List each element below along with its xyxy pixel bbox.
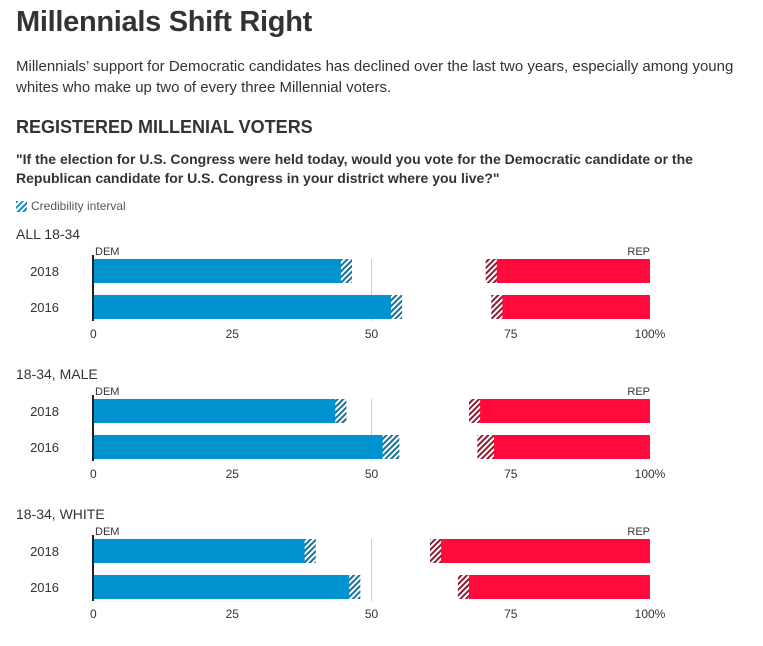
year-label: 2016 (30, 440, 59, 455)
tick-label: 25 (226, 467, 240, 481)
tick-label: 100% (635, 327, 666, 341)
rep-label: REP (627, 386, 650, 398)
dem-bar (93, 399, 341, 423)
group-label: ALL 18-34 (16, 226, 80, 242)
rep-credibility-interval (491, 295, 503, 319)
tick-label: 0 (90, 467, 97, 481)
year-label: 2016 (30, 300, 59, 315)
tick-label: 50 (365, 607, 379, 621)
dem-credibility-interval (340, 259, 353, 283)
dem-credibility-interval (382, 435, 400, 459)
dem-bar (93, 575, 355, 599)
legend: Credibility interval (16, 199, 126, 213)
group-label: 18-34, WHITE (16, 506, 105, 522)
rep-bar (463, 575, 650, 599)
tick-label: 50 (365, 327, 379, 341)
legend-label: Credibility interval (31, 199, 126, 213)
tick-label: 0 (90, 607, 97, 621)
rep-bar (474, 399, 650, 423)
tick-label: 75 (504, 607, 518, 621)
tick-label: 25 (226, 327, 240, 341)
year-label: 2018 (30, 544, 59, 559)
tick-label: 25 (226, 607, 240, 621)
tick-label: 50 (365, 467, 379, 481)
rep-credibility-interval (485, 259, 497, 283)
rep-credibility-interval (468, 399, 481, 423)
tick-label: 0 (90, 327, 97, 341)
survey-question: "If the election for U.S. Congress were … (16, 151, 693, 186)
group-label: 18-34, MALE (16, 366, 98, 382)
rep-bar (496, 295, 650, 319)
chart-title: Millennials Shift Right (16, 6, 312, 38)
dem-credibility-interval (349, 575, 361, 599)
rep-label: REP (627, 526, 650, 538)
dem-credibility-interval (390, 295, 403, 319)
rep-credibility-interval (429, 539, 442, 563)
section-heading: REGISTERED MILLENIAL VOTERS (16, 117, 313, 137)
dem-bar (93, 539, 311, 563)
year-label: 2018 (30, 264, 59, 279)
tick-label: 75 (504, 327, 518, 341)
dem-label: DEM (95, 246, 119, 258)
chart-subtitle: Millennials’ support for Democratic cand… (16, 58, 734, 96)
dem-label: DEM (95, 386, 119, 398)
rep-credibility-interval (477, 435, 495, 459)
year-label: 2016 (30, 580, 59, 595)
tick-label: 75 (504, 467, 518, 481)
dem-credibility-interval (335, 399, 347, 423)
tick-label: 100% (635, 467, 666, 481)
rep-credibility-interval (457, 575, 469, 599)
year-label: 2018 (30, 404, 59, 419)
credibility-interval-swatch (16, 200, 27, 212)
tick-label: 100% (635, 607, 666, 621)
dem-label: DEM (95, 526, 119, 538)
rep-label: REP (627, 246, 650, 258)
rep-bar (435, 539, 650, 563)
dem-bar (93, 435, 391, 459)
rep-bar (485, 435, 650, 459)
dem-bar (93, 295, 397, 319)
rep-bar (491, 259, 650, 283)
dem-credibility-interval (304, 539, 316, 563)
dem-bar (93, 259, 347, 283)
